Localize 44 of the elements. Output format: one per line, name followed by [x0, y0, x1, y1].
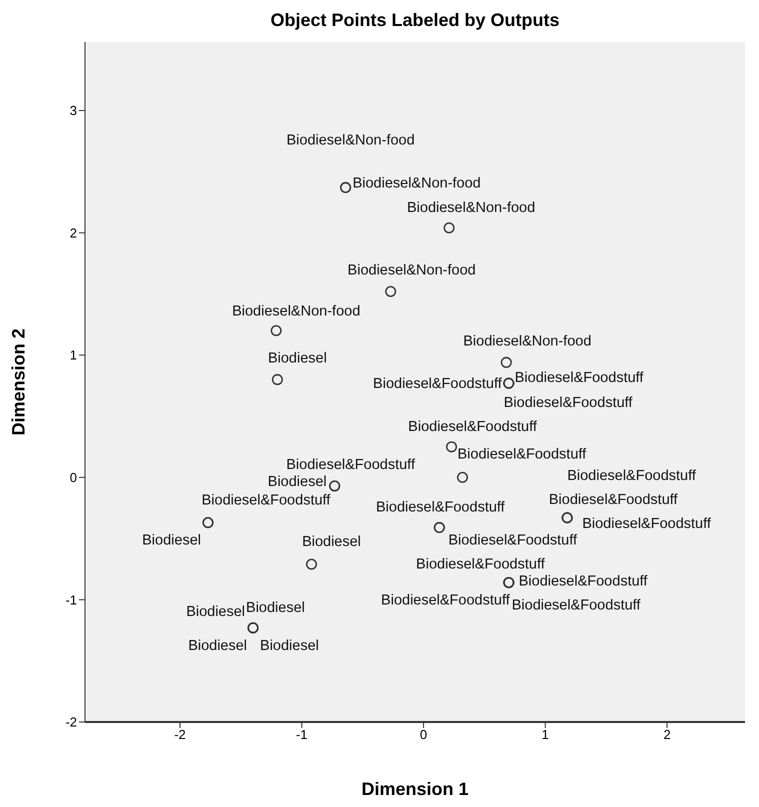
data-label: Biodiesel&Foodstuff	[373, 376, 503, 392]
data-label: Biodiesel&Foodstuff	[416, 556, 546, 573]
data-label: Biodiesel&Foodstuff	[457, 446, 588, 462]
data-label: Biodiesel	[186, 604, 246, 620]
data-label: Biodiesel&Foodstuff	[518, 574, 648, 590]
data-label: Biodiesel	[302, 534, 361, 550]
data-label: Biodiesel&Foodstuff	[381, 592, 511, 609]
x-tick-label: 1	[542, 727, 549, 742]
y-axis-title: Dimension 2	[8, 328, 28, 436]
data-label: Biodiesel	[142, 532, 201, 549]
data-label: Biodiesel&Foodstuff	[567, 468, 697, 484]
data-label: Biodiesel&Foodstuff	[408, 418, 538, 435]
x-tick-label: -2	[174, 727, 186, 742]
data-label: Biodiesel&Foodstuff	[504, 395, 634, 412]
y-tick-label: -1	[65, 592, 77, 608]
data-label: Biodiesel	[268, 474, 327, 490]
data-label: Biodiesel&Non-food	[407, 200, 536, 216]
data-label: Biodiesel&Foodstuff	[376, 500, 506, 516]
data-label: Biodiesel&Foodstuff	[202, 492, 332, 509]
data-label: Biodiesel&Non-food	[232, 304, 360, 320]
data-label: Biodiesel&Non-food	[348, 262, 476, 278]
data-label: Biodiesel&Foodstuff	[512, 598, 642, 614]
data-label: Biodiesel&Foodstuff	[548, 492, 679, 508]
data-label: Biodiesel&Foodstuff	[514, 370, 644, 386]
data-label: Biodiesel	[246, 600, 305, 616]
x-tick-label: 2	[663, 727, 671, 742]
data-label: Biodiesel&Non-food	[286, 132, 415, 149]
data-label: Biodiesel&Non-food	[352, 176, 481, 192]
data-label: Biodiesel&Foodstuff	[448, 532, 578, 549]
data-label: Biodiesel	[188, 638, 248, 654]
x-tick-label: 0	[420, 727, 428, 742]
chart-title: Object Points Labeled by Outputs	[269, 10, 561, 31]
y-tick-label: -2	[65, 714, 77, 730]
x-tick-label: -1	[296, 727, 308, 742]
data-label: Biodiesel	[268, 350, 327, 367]
y-tick-label: 2	[70, 225, 77, 240]
x-axis-title: Dimension 1	[361, 779, 469, 799]
data-label: Biodiesel&Foodstuff	[582, 516, 712, 532]
data-label: Biodiesel&Non-food	[463, 333, 592, 350]
y-tick-label: 0	[70, 470, 77, 486]
data-label: Biodiesel	[260, 638, 319, 654]
data-label: Biodiesel&Foodstuff	[286, 456, 416, 473]
y-tick-label: 3	[70, 103, 77, 118]
y-tick-label: 1	[70, 348, 77, 363]
